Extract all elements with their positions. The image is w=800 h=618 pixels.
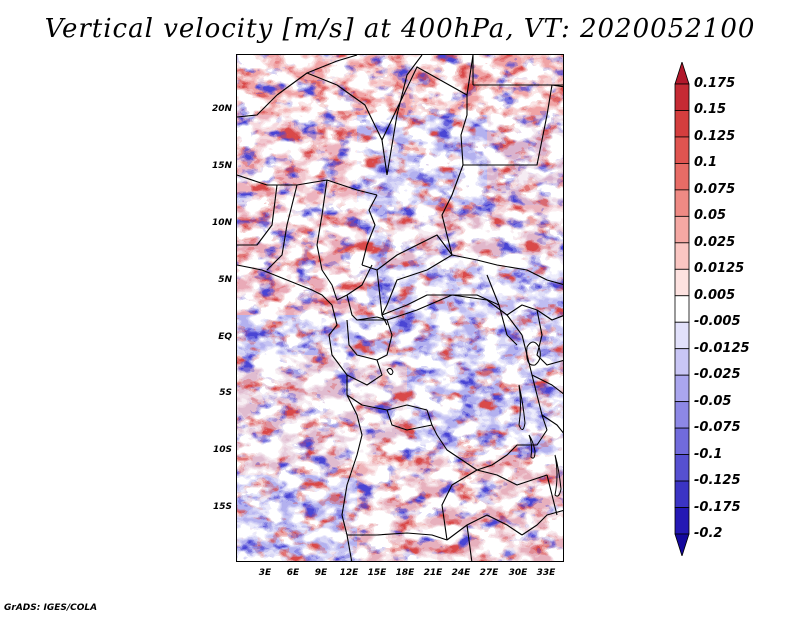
chart-title: Vertical velocity [m/s] at 400hPa, VT: 2…: [44, 14, 756, 44]
colorbar-segment: [674, 480, 690, 508]
colorbar-segment: [674, 62, 690, 85]
colorbar-level-label: 0.075: [694, 181, 736, 197]
colorbar-level-label: 0.05: [694, 208, 727, 224]
lat-label: 5N: [218, 275, 232, 285]
colorbar-level-label: 0.1: [694, 155, 718, 171]
colorbar-segment: [674, 242, 690, 270]
lat-label: 15S: [212, 502, 232, 512]
lon-label: 21E: [423, 568, 443, 578]
lakes: [386, 341, 562, 497]
colorbar-level-label: 0.005: [694, 287, 736, 303]
colorbar-level-label: -0.175: [694, 499, 741, 515]
lat-label: 10S: [212, 445, 232, 455]
map-svg: [237, 55, 563, 561]
lon-label: 24E: [451, 568, 471, 578]
colorbar-level-label: -0.075: [694, 420, 741, 436]
colorbar-segment: [674, 401, 690, 429]
colorbar-level-label: -0.0125: [694, 340, 750, 356]
colorbar-segment: [674, 427, 690, 455]
lon-label: 12E: [339, 568, 359, 578]
lon-label: 15E: [367, 568, 387, 578]
colorbar-segment: [674, 110, 690, 138]
colorbar-segment: [674, 533, 690, 556]
lon-label: 33E: [536, 568, 556, 578]
colorbar-level-label: -0.125: [694, 473, 741, 489]
lon-label: 6E: [286, 568, 300, 578]
colorbar-segment: [674, 374, 690, 403]
colorbar-level-label: -0.05: [694, 393, 732, 409]
colorbar-segment: [674, 163, 690, 191]
colorbar-level-label: 0.175: [694, 76, 736, 91]
colorbar-segment: [674, 83, 690, 111]
colorbar-level-label: 0.125: [694, 128, 736, 144]
colorbar-level-label: -0.025: [694, 367, 741, 383]
velocity-field: [237, 55, 563, 561]
lat-label: 20N: [211, 104, 232, 114]
colorbar-level-label: 0.0125: [694, 261, 745, 277]
colorbar-segment: [674, 348, 690, 376]
lat-label: 15N: [211, 161, 232, 171]
lon-label: 27E: [479, 568, 499, 578]
lat-label: EQ: [218, 332, 232, 342]
colorbar-segment: [674, 321, 690, 350]
lon-label: 18E: [395, 568, 415, 578]
colorbar-level-label: -0.1: [694, 446, 723, 462]
colorbar-segment: [674, 189, 690, 217]
lat-label: 5S: [219, 388, 232, 398]
lon-label: 9E: [314, 568, 328, 578]
country-borders: [237, 55, 563, 561]
colorbar-segment: [674, 295, 690, 323]
credit-text: GrADS: IGES/COLA: [4, 603, 98, 613]
colorbar-level-label: 0.15: [694, 102, 727, 118]
lat-label: 10N: [211, 218, 232, 228]
colorbar-level-label: -0.2: [694, 526, 723, 541]
colorbar-segment: [674, 136, 690, 164]
colorbar-level-label: 0.025: [694, 234, 736, 250]
colorbar-segment: [674, 268, 690, 297]
colorbar-segment: [674, 507, 690, 535]
lon-label: 3E: [258, 568, 272, 578]
colorbar-segment: [674, 454, 690, 482]
map-plot-area: [236, 54, 564, 562]
colorbar: [674, 62, 690, 556]
lon-label: 30E: [508, 568, 528, 578]
colorbar-segment: [674, 215, 690, 244]
colorbar-level-label: -0.005: [694, 314, 741, 330]
